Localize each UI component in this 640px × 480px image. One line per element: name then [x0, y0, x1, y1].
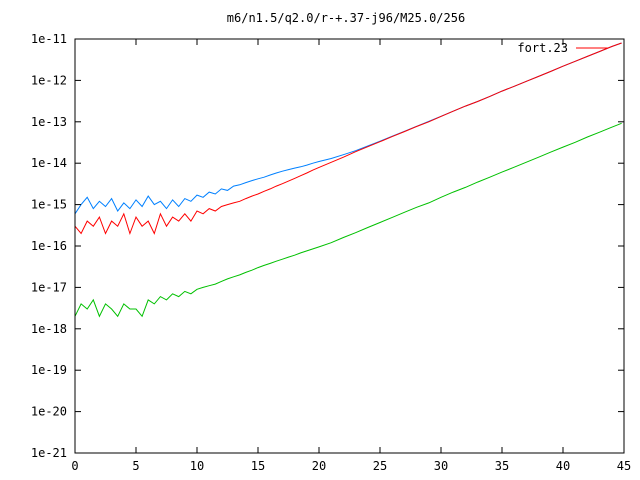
- legend-label: fort.23: [517, 41, 568, 55]
- legend: fort.23: [517, 41, 608, 55]
- x-tick-label: 30: [434, 459, 448, 473]
- y-tick-label: 1e-19: [31, 363, 67, 377]
- y-tick-label: 1e-20: [31, 405, 67, 419]
- x-tick-label: 15: [251, 459, 265, 473]
- y-tick-label: 1e-15: [31, 198, 67, 212]
- series-line-1: [74, 42, 622, 215]
- y-tick-label: 1e-13: [31, 115, 67, 129]
- y-tick-label: 1e-18: [31, 322, 67, 336]
- y-tick-label: 1e-21: [31, 446, 67, 460]
- x-tick-label: 10: [190, 459, 204, 473]
- x-tick-label: 25: [373, 459, 387, 473]
- y-tick-label: 1e-14: [31, 156, 67, 170]
- y-tick-label: 1e-17: [31, 280, 67, 294]
- series-layer: [74, 42, 622, 318]
- series-line-2: [74, 122, 622, 318]
- y-tick-label: 1e-11: [31, 32, 67, 46]
- x-tick-label: 5: [132, 459, 139, 473]
- x-tick-label: 20: [312, 459, 326, 473]
- series-line-0: [74, 42, 622, 236]
- x-tick-label: 0: [71, 459, 78, 473]
- plot-frame: [74, 38, 625, 454]
- x-tick-label: 40: [556, 459, 570, 473]
- x-tick-label: 35: [495, 459, 509, 473]
- y-tick-label: 1e-12: [31, 73, 67, 87]
- y-tick-label: 1e-16: [31, 239, 67, 253]
- x-tick-label: 45: [617, 459, 631, 473]
- chart-title: m6/n1.5/q2.0/r-+.37-j96/M25.0/256: [227, 11, 465, 25]
- axes-ticks: 1e-21 1e-20 1e-19 1e-18 1e-17 1e-16 1e-15 1e-14…: [31, 32, 631, 473]
